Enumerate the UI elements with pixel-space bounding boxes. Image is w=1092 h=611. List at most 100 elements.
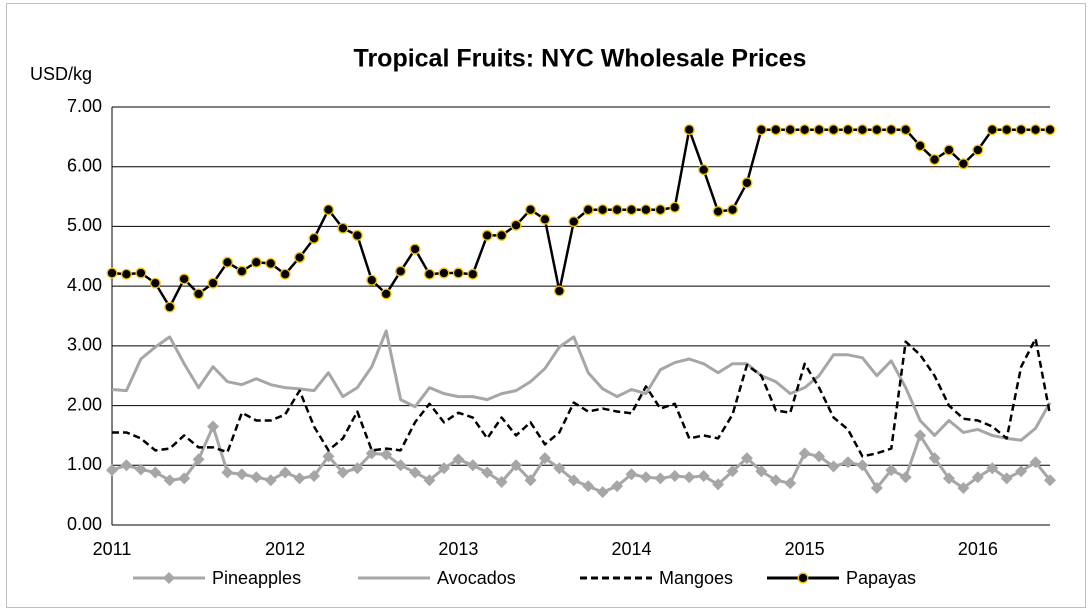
point-marker	[164, 301, 176, 313]
series	[111, 329, 1052, 442]
chart-title: Tropical Fruits: NYC Wholesale Prices	[354, 45, 807, 73]
legend-label: Papayas	[846, 568, 916, 588]
point-marker	[741, 177, 753, 189]
point-marker	[654, 472, 667, 485]
legend-marker	[797, 572, 809, 584]
point-marker	[178, 273, 190, 285]
point-marker	[799, 124, 811, 136]
point-marker	[394, 459, 407, 472]
point-marker	[972, 144, 984, 156]
point-marker	[250, 256, 262, 268]
point-marker	[1015, 124, 1027, 136]
legend-label: Avocados	[437, 568, 516, 588]
point-marker	[192, 453, 205, 466]
x-tick-label: 2016	[958, 539, 998, 559]
point-marker	[279, 466, 292, 479]
point-marker	[770, 124, 782, 136]
point-marker	[221, 466, 234, 479]
point-marker	[813, 450, 826, 463]
point-marker	[712, 206, 724, 217]
point-marker	[755, 124, 767, 136]
point-marker	[510, 219, 522, 231]
point-marker	[596, 486, 609, 499]
point-marker	[466, 459, 479, 472]
y-tick-label: 2.00	[67, 394, 102, 414]
y-tick-label: 0.00	[67, 514, 102, 534]
point-marker	[841, 456, 854, 469]
point-marker	[568, 216, 580, 228]
point-marker	[828, 124, 839, 136]
point-marker	[1044, 474, 1056, 487]
point-marker	[236, 265, 248, 277]
point-marker	[265, 258, 277, 269]
point-marker	[639, 471, 652, 484]
point-marker	[149, 466, 162, 479]
point-marker	[943, 144, 955, 156]
point-marker	[264, 474, 277, 487]
point-marker	[640, 204, 652, 216]
point-marker	[149, 277, 161, 289]
point-marker	[798, 447, 811, 460]
point-marker	[842, 124, 854, 136]
point-marker	[683, 471, 696, 484]
point-marker	[437, 462, 450, 475]
point-marker	[957, 158, 969, 170]
point-marker	[134, 463, 147, 476]
point-marker	[914, 429, 927, 442]
point-marker	[337, 222, 349, 234]
point-marker	[928, 452, 941, 465]
point-marker	[193, 288, 205, 300]
point-marker	[322, 450, 335, 463]
point-marker	[856, 459, 869, 472]
point-marker	[221, 256, 233, 268]
point-marker	[668, 470, 681, 483]
point-marker	[726, 465, 739, 478]
point-marker	[395, 265, 407, 277]
point-marker	[553, 462, 566, 475]
x-tick-label: 2015	[785, 539, 825, 559]
y-tick-label: 6.00	[67, 155, 102, 175]
point-marker	[438, 267, 450, 279]
point-marker	[611, 204, 623, 216]
point-marker	[1044, 124, 1056, 136]
chart-border	[6, 3, 1086, 608]
point-marker	[538, 452, 551, 465]
point-marker	[135, 267, 147, 279]
point-marker	[120, 459, 133, 472]
point-marker	[496, 229, 508, 241]
point-marker	[856, 124, 868, 136]
point-marker	[986, 462, 999, 475]
point-marker	[582, 480, 595, 493]
point-marker	[120, 268, 132, 280]
point-marker	[336, 466, 349, 479]
point-marker	[250, 471, 263, 484]
y-tick-label: 7.00	[67, 96, 102, 116]
legend-marker	[163, 572, 175, 584]
point-marker	[1030, 124, 1042, 136]
y-axis-label: USD/kg	[30, 64, 92, 84]
point-marker	[1001, 124, 1013, 136]
point-marker	[409, 466, 422, 479]
point-marker	[683, 124, 695, 136]
point-marker	[207, 420, 220, 433]
point-marker	[870, 481, 883, 494]
point-marker	[740, 452, 753, 465]
point-marker	[351, 229, 363, 241]
point-marker	[424, 268, 435, 280]
point-marker	[467, 268, 479, 280]
point-marker	[914, 140, 926, 152]
point-marker	[323, 204, 334, 216]
x-tick-label: 2011	[93, 539, 132, 559]
point-marker	[611, 480, 624, 493]
point-marker	[625, 468, 638, 481]
point-marker	[755, 465, 768, 478]
point-marker	[366, 274, 378, 286]
point-marker	[106, 464, 118, 477]
y-tick-label: 3.00	[67, 335, 102, 355]
x-tick-label: 2014	[611, 539, 651, 559]
series-line	[112, 337, 1052, 458]
point-marker	[1000, 472, 1013, 485]
series-line	[111, 329, 1052, 442]
point-marker	[178, 472, 191, 485]
